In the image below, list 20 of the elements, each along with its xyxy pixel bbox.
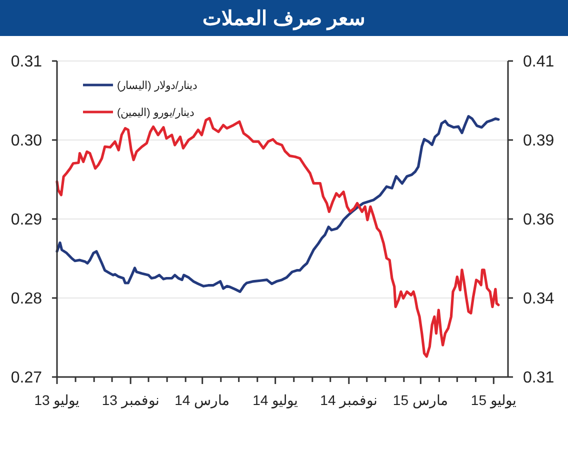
y2-tick-label: 0.31 [523, 370, 554, 387]
y2-tick-label: 0.36 [523, 212, 554, 229]
legend-label: دينار/يورو (اليمين) [117, 106, 194, 119]
y-tick-label: 0.28 [10, 290, 42, 308]
y2-tick-label: 0.39 [523, 132, 554, 150]
y-tick-label: 0.30 [10, 132, 42, 150]
y2-tick-label: 0.41 [523, 54, 554, 71]
legend-label: دينار/دولار (اليسار) [117, 80, 198, 92]
y-tick-label: 0.27 [10, 370, 42, 387]
y-tick-label: 0.29 [10, 212, 42, 229]
x-tick-label: يوليو 13 [34, 392, 80, 409]
x-tick-label: نوفمبر 14 [320, 392, 378, 409]
chart-title: سعر صرف العملات [202, 8, 366, 31]
x-tick-label: مارس 14 [174, 392, 230, 409]
x-tick-label: مارس 15 [392, 392, 448, 409]
y2-tick-label: 0.34 [523, 290, 554, 308]
x-tick-label: نوفمبر 13 [102, 392, 160, 409]
x-tick-label: يوليو 15 [470, 392, 516, 409]
x-tick-label: يوليو 14 [252, 392, 298, 409]
y-tick-label: 0.31 [10, 54, 42, 71]
